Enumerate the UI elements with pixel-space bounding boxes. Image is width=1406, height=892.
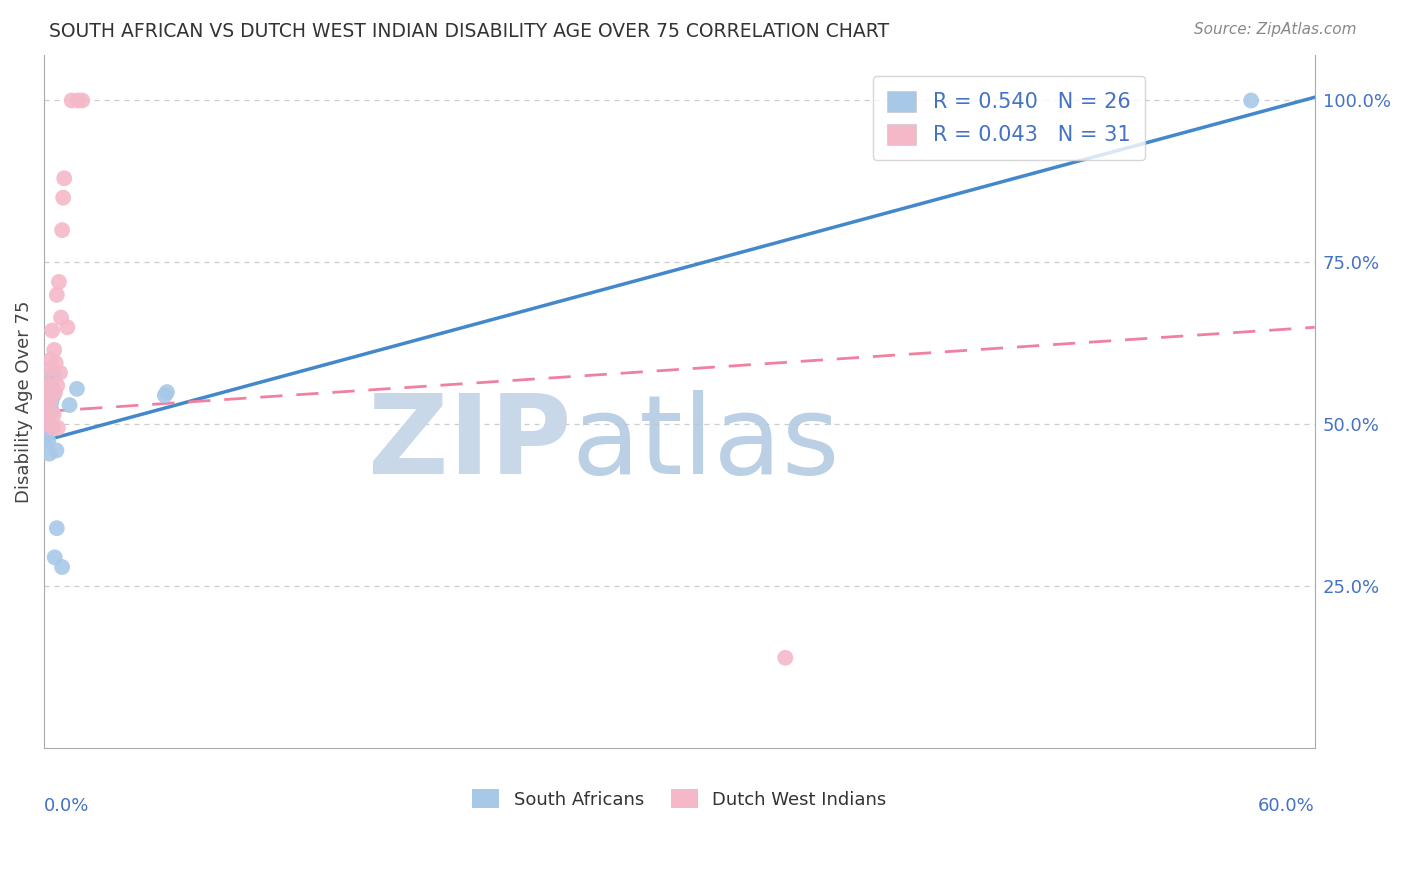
Point bbox=[39, 388, 62, 402]
Text: SOUTH AFRICAN VS DUTCH WEST INDIAN DISABILITY AGE OVER 75 CORRELATION CHART: SOUTH AFRICAN VS DUTCH WEST INDIAN DISAB… bbox=[49, 22, 890, 41]
Point bbox=[45, 288, 67, 302]
Point bbox=[35, 382, 58, 396]
Point bbox=[48, 275, 70, 289]
Point bbox=[38, 421, 60, 435]
Point bbox=[58, 398, 80, 412]
Point bbox=[70, 94, 93, 108]
Point bbox=[46, 378, 69, 392]
Point bbox=[39, 394, 62, 409]
Point bbox=[35, 408, 58, 422]
Point bbox=[44, 368, 66, 383]
Point bbox=[35, 417, 58, 432]
Point bbox=[37, 404, 59, 418]
Point bbox=[66, 382, 89, 396]
Point bbox=[66, 94, 89, 108]
Point bbox=[39, 392, 62, 406]
Point bbox=[156, 385, 179, 400]
Point bbox=[49, 310, 72, 325]
Point bbox=[41, 404, 63, 418]
Point bbox=[37, 434, 59, 448]
Text: atlas: atlas bbox=[571, 390, 839, 497]
Point bbox=[37, 408, 59, 422]
Point bbox=[42, 408, 65, 422]
Point bbox=[38, 408, 60, 422]
Point bbox=[42, 388, 65, 402]
Point bbox=[1240, 94, 1263, 108]
Point bbox=[44, 343, 66, 357]
Point bbox=[38, 378, 60, 392]
Point bbox=[51, 223, 73, 237]
Point bbox=[45, 443, 67, 458]
Legend: South Africans, Dutch West Indians: South Africans, Dutch West Indians bbox=[472, 789, 887, 809]
Point bbox=[41, 394, 63, 409]
Point bbox=[51, 560, 73, 574]
Point bbox=[41, 324, 63, 338]
Text: ZIP: ZIP bbox=[368, 390, 571, 497]
Point bbox=[56, 320, 79, 334]
Point bbox=[45, 521, 67, 535]
Point bbox=[35, 385, 58, 400]
Point bbox=[44, 385, 66, 400]
Point bbox=[41, 421, 63, 435]
Text: Source: ZipAtlas.com: Source: ZipAtlas.com bbox=[1194, 22, 1357, 37]
Point bbox=[46, 421, 69, 435]
Point bbox=[38, 378, 60, 392]
Point bbox=[41, 421, 63, 435]
Point bbox=[775, 650, 797, 665]
Point bbox=[49, 366, 72, 380]
Point bbox=[53, 171, 76, 186]
Point bbox=[44, 550, 66, 565]
Text: 0.0%: 0.0% bbox=[44, 797, 90, 815]
Point bbox=[37, 362, 59, 376]
Point bbox=[37, 417, 59, 432]
Point bbox=[35, 430, 58, 444]
Point bbox=[42, 385, 65, 400]
Point bbox=[45, 356, 67, 370]
Point bbox=[39, 352, 62, 367]
Text: 60.0%: 60.0% bbox=[1258, 797, 1315, 815]
Point bbox=[52, 191, 75, 205]
Point bbox=[35, 421, 58, 435]
Y-axis label: Disability Age Over 75: Disability Age Over 75 bbox=[15, 301, 32, 503]
Point bbox=[153, 388, 176, 402]
Point bbox=[38, 447, 60, 461]
Point bbox=[41, 378, 63, 392]
Point bbox=[60, 94, 83, 108]
Point bbox=[39, 368, 62, 383]
